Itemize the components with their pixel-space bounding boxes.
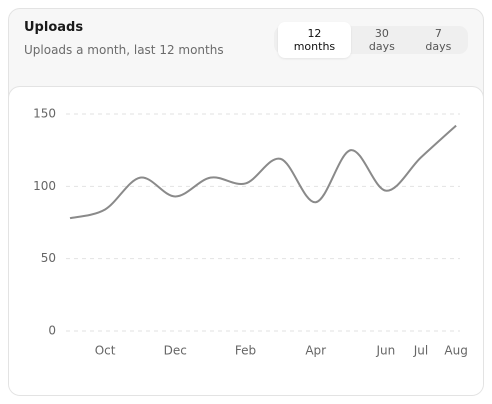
range-tab[interactable]: 7 days [413, 22, 464, 58]
line-series [69, 124, 457, 220]
y-tick-label: 0 [48, 324, 56, 338]
y-tick-label: 100 [33, 179, 56, 193]
y-tick-label: 50 [41, 251, 56, 265]
x-tick-label: Jun [376, 344, 396, 358]
x-tick-label: Jul [413, 344, 428, 358]
chart-panel [9, 86, 483, 395]
x-tick-label: Apr [305, 344, 326, 358]
card: Uploads Uploads a month, last 12 months … [8, 8, 484, 396]
x-tick-label: Dec [164, 344, 187, 358]
card-title: Uploads [24, 20, 84, 35]
y-tick-label: 150 [33, 107, 56, 121]
x-tick-label: Oct [95, 344, 116, 358]
card-subtitle: Uploads a month, last 12 months [24, 43, 224, 57]
range-tab[interactable]: 30 days [353, 22, 411, 58]
x-tick-label: Feb [235, 344, 256, 358]
range-tab[interactable]: 12 months [278, 22, 351, 58]
range-tabs: 12 months 30 days 7 days [274, 22, 468, 58]
x-tick-label: Aug [444, 344, 467, 358]
